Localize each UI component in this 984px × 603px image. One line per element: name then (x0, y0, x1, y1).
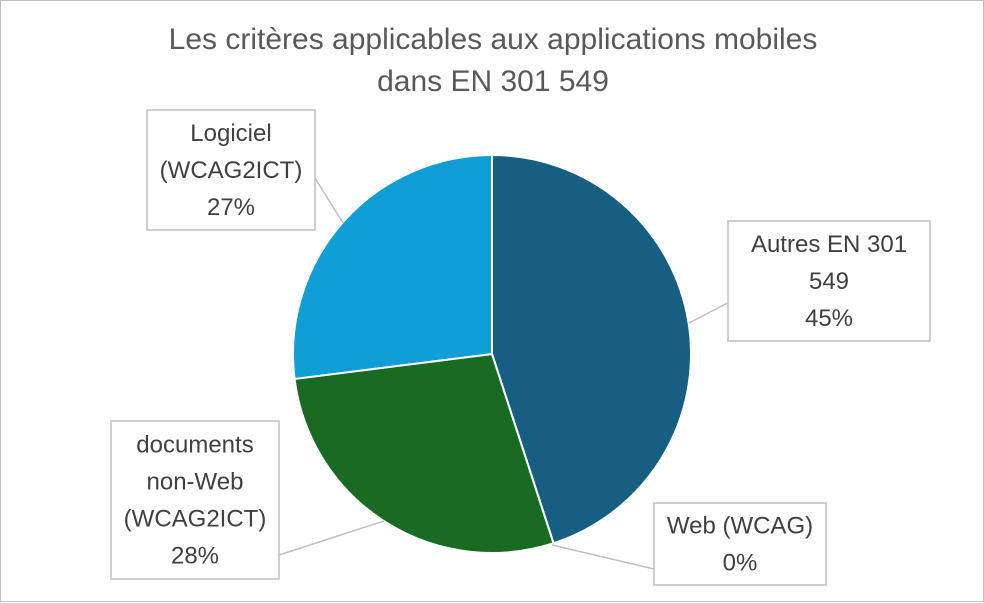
leader-line (551, 544, 655, 570)
leader-line (278, 520, 385, 556)
callout-box (653, 502, 827, 586)
slice-category-label: (WCAG2ICT) (124, 506, 267, 533)
data-label-callout: Web (WCAG) 0% (551, 502, 827, 586)
slice-category-label: Logiciel (190, 120, 271, 147)
slice-percent-label: 28% (171, 543, 219, 570)
pie-slice (491, 153, 692, 545)
slice-category-label: 549 (809, 268, 849, 295)
pie-slice (293, 352, 555, 554)
slice-category-label: non-Web (147, 469, 244, 496)
pie-slices (292, 153, 692, 554)
slice-percent-label: 45% (805, 305, 853, 332)
chart-title: Les critères applicables aux application… (1, 19, 984, 103)
pie-callouts: Autres EN 301 549 45% Web (WCAG) 0% documents… (110, 109, 931, 586)
slice-category-label: Autres EN 301 (751, 231, 907, 258)
chart-title-line-1: Les critères applicables aux application… (168, 23, 818, 56)
data-label-callout: Autres EN 301 549 45% (688, 220, 931, 342)
callout-box (727, 220, 931, 342)
callout-box (110, 420, 280, 580)
slice-percent-label: 0% (723, 550, 758, 577)
data-label-callout: Logiciel (WCAG2ICT) 27% (146, 109, 344, 231)
slice-percent-label: 27% (207, 194, 255, 221)
leader-line (314, 177, 344, 224)
slice-category-label: documents (136, 432, 253, 459)
slice-category-label: (WCAG2ICT) (160, 157, 303, 184)
data-label-callout: documents non-Web (WCAG2ICT) 28% (110, 420, 385, 580)
pie-slice (292, 153, 493, 381)
slice-category-label: Web (WCAG) (667, 513, 813, 540)
callout-box (146, 109, 316, 231)
chart-title-line-2: dans EN 301 549 (377, 65, 609, 98)
